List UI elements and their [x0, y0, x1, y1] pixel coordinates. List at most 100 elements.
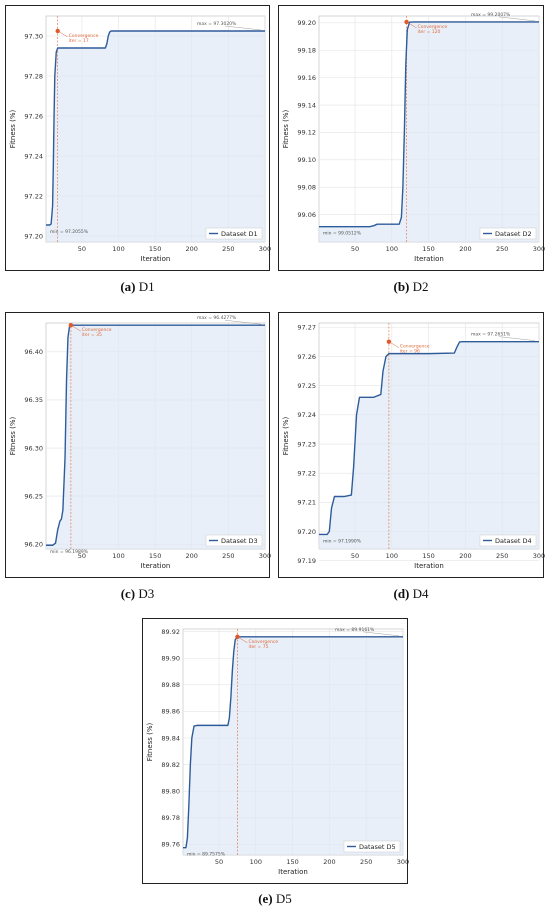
x-tick-label-d4: 250 [496, 552, 508, 560]
x-axis-label-d4: Iteration [414, 562, 444, 570]
caption-d3: (c) D3 [5, 586, 270, 602]
caption-d5: (e) D5 [142, 891, 408, 907]
y-tick-label-d4: 97.24 [297, 411, 316, 419]
y-axis-label-d5: Fitness (%) [146, 722, 154, 761]
legend-box-d1 [205, 227, 263, 240]
x-tick-label-d2: 100 [386, 245, 398, 253]
convergence-pointer-d4 [388, 341, 400, 348]
max-label-d1: max = 97.3020% [197, 21, 237, 27]
y-tick-label-d4: 97.20 [297, 528, 316, 536]
y-tick-label-d1: 97.26 [24, 112, 43, 120]
caption-label-d5: (e) [258, 891, 273, 906]
max-pointer-d1 [224, 25, 262, 31]
y-tick-label-d1: 97.20 [24, 232, 43, 240]
convergence-label-d4: Convergence [400, 344, 430, 350]
caption-name-d4: D4 [412, 586, 429, 601]
min-label-d3: min = 96.1989% [50, 549, 89, 555]
convergence-pointer-d2 [406, 21, 417, 29]
series-area-d3 [46, 325, 265, 549]
legend-label-d4: Dataset D4 [495, 537, 532, 545]
convergence-iter-label-d2: iter = 120 [418, 29, 441, 35]
series-line-d2 [319, 21, 539, 228]
series-area-d5 [183, 636, 403, 855]
chart-panel-d5: 50 100 150 200 250 300 89.76 89.78 89.80 89.82 89.… [142, 618, 409, 884]
x-tick-label-d1: 300 [259, 245, 271, 253]
x-tick-label-d3: 100 [112, 552, 124, 560]
min-label-d5: min = 89.7575% [187, 852, 226, 858]
chart-svg-d4: 50 100 150 200 250 300 97.19 97.20 97.21 97.22 97.… [282, 322, 545, 570]
min-label-d2: min = 99.0512% [323, 231, 362, 237]
y-tick-label-d5: 89.78 [161, 814, 180, 822]
y-tick-label-d4: 97.19 [297, 557, 316, 565]
convergence-iter-label-d5: iter = 75 [248, 644, 268, 650]
x-tick-label-d2: 250 [496, 245, 508, 253]
y-tick-label-d2: 99.08 [297, 184, 316, 192]
y-tick-label-d5: 89.92 [161, 628, 180, 636]
chart-svg-d2: 50 100 150 200 250 300 99.06 99.08 99.10 99.12 99.… [282, 12, 545, 263]
max-pointer-d5 [362, 631, 400, 637]
x-tick-label-d3: 200 [186, 552, 198, 560]
y-tick-label-d2: 99.06 [297, 211, 316, 219]
x-tick-label-d3: 250 [222, 552, 234, 560]
chart-panel-d1: 50 100 150 200 250 300 97.20 97.22 97.24 97.26 97.… [5, 5, 271, 271]
convergence-pointer-d1 [57, 30, 68, 38]
y-tick-label-d3: 96.25 [24, 492, 43, 500]
convergence-label-d3: Convergence [82, 327, 112, 333]
caption-label-d3: (c) [120, 586, 136, 601]
legend-label-d2: Dataset D2 [495, 230, 532, 238]
convergence-iter-label-d4: iter = 96 [400, 349, 420, 355]
convergence-marker-d4 [386, 339, 392, 344]
max-label-d2: max = 99.2007% [471, 12, 511, 18]
max-pointer-d2 [498, 16, 536, 22]
convergence-label-d5: Convergence [248, 639, 278, 645]
y-axis-label-d4: Fitness (%) [282, 416, 290, 455]
legend-box-d4 [479, 534, 537, 547]
x-tick-label-d5: 300 [397, 858, 409, 866]
y-axis-label-d2: Fitness (%) [282, 109, 290, 148]
x-tick-label-d3: 300 [259, 552, 271, 560]
max-label-d4: max = 97.2651% [471, 332, 511, 338]
legend-label-d5: Dataset D5 [359, 843, 396, 851]
y-tick-label-d5: 89.90 [161, 655, 180, 663]
x-axis-label-d1: Iteration [141, 255, 171, 263]
x-tick-label-d5: 200 [323, 858, 335, 866]
series-area-d1 [46, 31, 265, 242]
y-tick-label-d4: 97.26 [297, 353, 316, 361]
x-tick-label-d5: 150 [286, 858, 298, 866]
x-tick-label-d4: 100 [386, 552, 398, 560]
caption-label-d4: (d) [393, 586, 410, 601]
y-tick-label-d1: 97.30 [24, 32, 43, 40]
x-axis-label-d2: Iteration [414, 255, 444, 263]
x-tick-label-d4: 50 [351, 552, 359, 560]
max-label-d3: max = 96.4277% [197, 315, 237, 321]
x-axis-label-d3: Iteration [141, 562, 171, 570]
y-tick-label-d3: 96.30 [24, 444, 43, 452]
x-tick-label-d2: 50 [351, 245, 359, 253]
y-tick-label-d2: 99.20 [297, 19, 316, 27]
chart-svg-d1: 50 100 150 200 250 300 97.20 97.22 97.24 97.26 97.… [9, 15, 271, 263]
y-tick-label-d1: 97.24 [24, 152, 43, 160]
y-tick-label-d2: 99.10 [297, 156, 316, 164]
convergence-marker-d3 [68, 323, 74, 328]
x-tick-label-d5: 250 [360, 858, 372, 866]
caption-name-d2: D2 [412, 279, 429, 294]
convergence-pointer-d3 [70, 324, 82, 332]
y-tick-label-d2: 99.16 [297, 74, 316, 82]
x-tick-label-d1: 200 [186, 245, 198, 253]
series-area-d4 [319, 341, 539, 549]
caption-d1: (a) D1 [5, 279, 270, 295]
y-tick-label-d5: 89.84 [161, 734, 180, 742]
chart-svg-d5: 50 100 150 200 250 300 89.76 89.78 89.80 89.82 89.… [146, 627, 409, 876]
max-pointer-d3 [224, 320, 262, 325]
y-tick-label-d5: 89.86 [161, 708, 180, 716]
y-tick-label-d5: 89.82 [161, 761, 180, 769]
x-axis-label-d5: Iteration [278, 868, 308, 876]
series-line-d3 [46, 324, 265, 546]
y-tick-label-d3: 96.20 [24, 540, 43, 548]
y-tick-label-d5: 89.80 [161, 787, 180, 795]
convergence-iter-label-d3: iter = 35 [82, 332, 102, 338]
legend-box-d5 [343, 840, 401, 853]
caption-name-d5: D5 [275, 891, 292, 906]
y-tick-label-d4: 97.25 [297, 382, 316, 390]
y-tick-label-d3: 96.40 [24, 348, 43, 356]
